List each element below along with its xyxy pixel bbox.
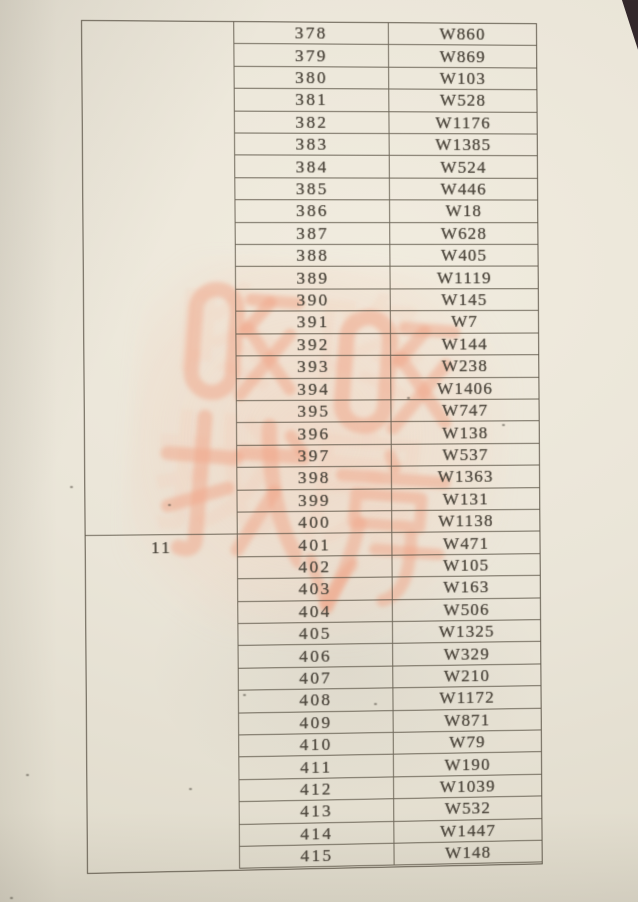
row-code-cell: W210 [393, 664, 541, 689]
row-number-cell: 388 [235, 244, 391, 268]
row-code-cell: W79 [393, 730, 541, 756]
row-code-cell: W148 [394, 840, 542, 866]
row-number-cell: 391 [236, 311, 391, 335]
row-code-cell: W144 [390, 333, 539, 356]
row-code-cell: W103 [389, 67, 537, 91]
row-number-cell: 380 [234, 66, 390, 90]
row-number-cell: 406 [238, 644, 394, 669]
row-number-cell: 403 [238, 577, 393, 602]
dust-speck [502, 424, 505, 426]
row-number-cell: 383 [234, 133, 390, 157]
row-code-cell: W105 [392, 553, 540, 578]
row-number-cell: 413 [239, 799, 395, 825]
row-number-cell: 415 [239, 843, 395, 870]
row-code-cell: W1176 [389, 111, 537, 135]
dark-background-corner [621, 0, 638, 56]
row-number-cell: 385 [235, 178, 391, 201]
row-code-cell: W747 [391, 399, 539, 423]
row-code-cell: W1172 [393, 686, 541, 711]
row-number-cell: 384 [235, 155, 390, 179]
dust-speck [189, 788, 192, 790]
row-number-cell: 414 [239, 821, 395, 847]
row-code-cell: W1119 [390, 266, 538, 290]
row-code-cell: W163 [392, 575, 540, 600]
dust-speck [374, 703, 377, 705]
row-code-cell: W1385 [389, 134, 537, 157]
row-number-cell: 398 [237, 466, 393, 491]
row-number-cell: 389 [235, 267, 391, 290]
row-number-cell: 387 [235, 222, 391, 246]
row-number-cell: 393 [236, 355, 392, 379]
row-code-cell: W1325 [392, 620, 541, 645]
row-code-cell: W506 [392, 598, 541, 622]
row-code-cell: W869 [388, 45, 537, 69]
row-code-cell: W860 [388, 23, 537, 47]
row-number-cell: 379 [234, 44, 390, 68]
row-number-cell: 411 [239, 755, 394, 781]
row-number-cell: 395 [236, 400, 392, 424]
row-code-cell: W446 [389, 178, 538, 201]
row-number-cell: 378 [234, 22, 389, 46]
row-code-cell: W528 [389, 89, 537, 113]
dust-speck [168, 504, 171, 506]
row-code-cell: W131 [392, 487, 540, 512]
data-table: 11 378 W860 379 W869 380 W103 381 W528 382 W1176 3… [81, 19, 543, 874]
row-number-cell: 410 [239, 732, 394, 758]
row-number-cell: 381 [234, 88, 390, 112]
row-number-cell: 404 [238, 599, 393, 624]
row-code-cell: W532 [394, 796, 542, 822]
row-number-cell: 399 [237, 488, 393, 513]
row-code-cell: W1406 [391, 377, 539, 401]
dust-speck [407, 397, 410, 399]
row-code-cell: W1363 [391, 465, 540, 489]
row-number-cell: 407 [238, 666, 394, 691]
row-code-cell: W238 [391, 355, 539, 379]
row-code-cell: W7 [390, 311, 539, 334]
row-code-cell: W524 [389, 156, 538, 179]
row-number-cell: 386 [235, 200, 391, 223]
row-number-cell: 402 [237, 555, 393, 580]
row-code-cell: W190 [393, 752, 542, 778]
row-number-cell: 396 [236, 422, 392, 446]
row-code-cell: W405 [390, 244, 538, 268]
dust-speck [10, 897, 13, 899]
row-code-cell: W471 [392, 531, 540, 556]
row-number-cell: 409 [239, 710, 394, 736]
row-code-cell: W138 [391, 421, 539, 445]
group-cell-11: 11 [85, 534, 241, 873]
dust-speck [243, 694, 246, 696]
row-number-cell: 405 [238, 621, 394, 647]
row-code-cell: W628 [390, 222, 538, 245]
row-code-cell: W871 [393, 708, 541, 733]
row-number-cell: 392 [236, 333, 392, 357]
row-code-cell: W329 [393, 642, 541, 667]
row-number-cell: 408 [238, 688, 394, 714]
row-number-cell: 397 [237, 444, 392, 468]
row-code-cell: W145 [390, 289, 538, 312]
row-code-cell: W1138 [392, 509, 540, 534]
row-number-cell: 382 [234, 111, 390, 135]
dust-speck [26, 774, 29, 776]
dust-speck [70, 486, 73, 488]
row-number-cell: 400 [237, 511, 393, 535]
group-cell-empty [82, 20, 238, 537]
row-number-cell: 412 [239, 777, 395, 803]
group-label: 11 [151, 537, 172, 558]
row-code-cell: W1447 [394, 818, 542, 844]
row-number-cell: 394 [236, 378, 392, 402]
row-code-cell: W537 [391, 443, 540, 467]
row-number-cell: 390 [236, 289, 391, 312]
row-number-cell: 401 [237, 533, 393, 558]
row-code-cell: W18 [390, 200, 538, 223]
row-code-cell: W1039 [393, 774, 542, 800]
